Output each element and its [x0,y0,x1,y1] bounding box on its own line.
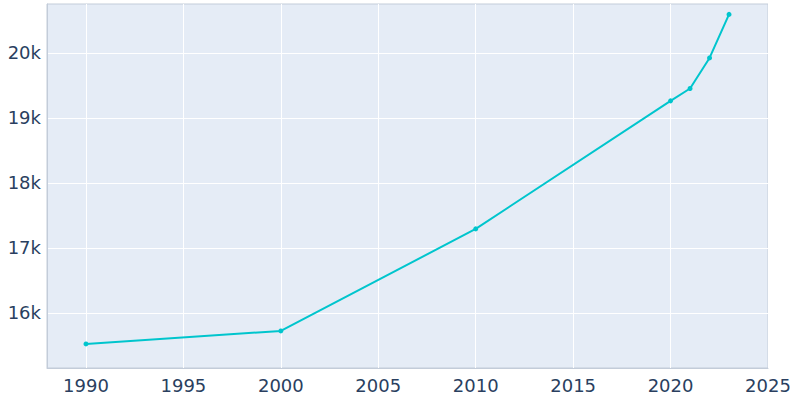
svg-text:17k: 17k [8,237,42,258]
svg-text:2020: 2020 [648,375,694,396]
svg-text:18k: 18k [8,172,42,193]
svg-text:2025: 2025 [745,375,791,396]
svg-text:2015: 2015 [550,375,596,396]
svg-text:19k: 19k [8,107,42,128]
svg-text:2000: 2000 [258,375,304,396]
svg-text:20k: 20k [8,42,42,63]
svg-text:1995: 1995 [160,375,206,396]
svg-text:2010: 2010 [453,375,499,396]
svg-text:16k: 16k [8,302,42,323]
svg-text:2005: 2005 [355,375,401,396]
svg-text:1990: 1990 [63,375,109,396]
